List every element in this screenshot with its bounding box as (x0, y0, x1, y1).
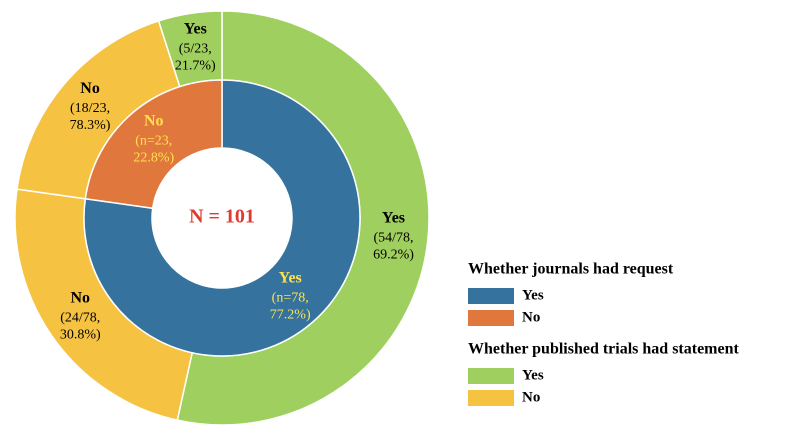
value-label-line: (24/78, (60, 311, 100, 326)
segment (83, 79, 361, 357)
value-label-line: 30.8%) (60, 328, 101, 343)
value-label-line: (54/78, (373, 231, 413, 246)
segment (84, 79, 223, 210)
segment-name: No (80, 80, 100, 97)
legend-label: Yes (522, 287, 544, 303)
segment-name: No (144, 112, 164, 129)
segment-name: No (70, 289, 90, 306)
segment-value-label: (5/23, 21.7%) (175, 42, 216, 74)
segment-value-label: (18/23, 78.3%) (70, 101, 111, 133)
value-label-line: 77.2%) (270, 308, 311, 323)
value-label-line: (18/23, (70, 101, 110, 116)
segment-name: Yes (382, 209, 405, 226)
legend-title: Whether journals had request (468, 261, 674, 278)
segment-value-label: (24/78, 30.8%) (60, 311, 101, 343)
value-label-line: (5/23, (179, 42, 212, 57)
value-label-line: 21.7%) (175, 59, 216, 74)
legend-swatch (468, 288, 514, 304)
legend-title: Whether published trials had statement (468, 341, 740, 358)
segment-label: No (24/78, 30.8%) (60, 289, 101, 343)
legend-swatch (468, 390, 514, 406)
segment-label: No (n=23, 22.8%) (133, 112, 174, 166)
segment-name: Yes (184, 20, 207, 37)
segment-value-label: (n=78, 77.2%) (270, 291, 311, 323)
segment-label: Yes (54/78, 69.2%) (373, 209, 414, 263)
legend-swatch (468, 368, 514, 384)
segment-value-label: (54/78, 69.2%) (373, 231, 414, 263)
segment-label: Yes (n=78, 77.2%) (270, 269, 311, 323)
value-label-line: (n=23, (135, 134, 172, 149)
value-label-line: 69.2%) (373, 248, 414, 263)
center-label: N = 101 (189, 206, 255, 228)
legend-label: No (522, 309, 540, 325)
segment-value-label: (n=23, 22.8%) (133, 134, 174, 166)
value-label-line: (n=78, (272, 291, 309, 306)
value-label-line: 22.8%) (133, 151, 174, 166)
legend-label: Yes (522, 367, 544, 383)
segment-label: No (18/23, 78.3%) (70, 80, 111, 134)
segment-name: Yes (279, 269, 302, 286)
value-label-line: 78.3%) (70, 118, 111, 133)
legend-swatch (468, 310, 514, 326)
segment-label: Yes (5/23, 21.7%) (175, 20, 216, 74)
legend-label: No (522, 389, 540, 405)
